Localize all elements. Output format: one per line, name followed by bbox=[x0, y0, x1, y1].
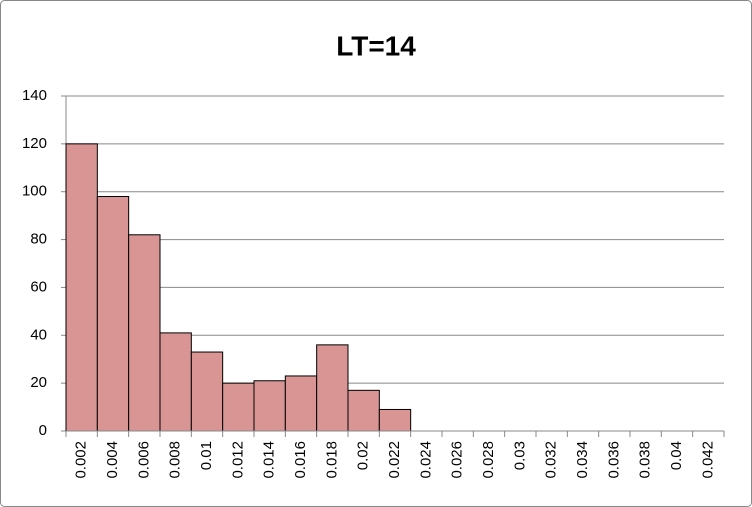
y-tick-label: 120 bbox=[22, 135, 47, 152]
x-tick-label: 0.018 bbox=[323, 441, 340, 479]
bar bbox=[159, 332, 192, 432]
x-tick-label: 0.004 bbox=[104, 441, 121, 479]
x-tick-label: 0.026 bbox=[449, 441, 466, 479]
y-tick-label: 80 bbox=[30, 231, 47, 248]
y-tick-label: 100 bbox=[22, 183, 47, 200]
x-tick-label: 0.032 bbox=[543, 441, 560, 479]
x-tick-label: 0.006 bbox=[135, 441, 152, 479]
x-tick-label: 0.002 bbox=[73, 441, 90, 479]
y-tick-label: 0 bbox=[39, 422, 47, 439]
y-tick-label: 140 bbox=[22, 87, 47, 104]
x-tick-label: 0.02 bbox=[355, 441, 372, 470]
y-tick-label: 20 bbox=[30, 374, 47, 391]
x-tick-label: 0.036 bbox=[605, 441, 622, 479]
x-tick-label: 0.022 bbox=[386, 441, 403, 479]
x-tick-label: 0.012 bbox=[229, 441, 246, 479]
bar bbox=[378, 408, 412, 432]
x-tick-label: 0.01 bbox=[198, 441, 215, 470]
x-tick-label: 0.016 bbox=[292, 441, 309, 479]
x-tick-label: 0.008 bbox=[167, 441, 184, 479]
x-tick-label: 0.04 bbox=[668, 441, 685, 470]
bar bbox=[128, 234, 161, 432]
bar bbox=[65, 143, 98, 432]
x-tick-label: 0.014 bbox=[261, 441, 278, 479]
x-tick-label: 0.038 bbox=[637, 441, 654, 479]
y-tick-label: 60 bbox=[30, 278, 47, 295]
x-tick-label: 0.028 bbox=[480, 441, 497, 479]
x-tick-label: 0.034 bbox=[574, 441, 591, 479]
x-tick-label: 0.03 bbox=[511, 441, 528, 470]
bar bbox=[222, 382, 255, 432]
y-tick-label: 40 bbox=[30, 326, 47, 343]
bar bbox=[316, 344, 349, 432]
bar bbox=[190, 351, 224, 432]
chart-title: LT=14 bbox=[336, 30, 416, 61]
bar bbox=[96, 196, 130, 432]
x-tick-label: 0.042 bbox=[699, 441, 716, 479]
x-tick-label: 0.024 bbox=[417, 441, 434, 479]
bar bbox=[253, 380, 286, 432]
bar bbox=[284, 375, 318, 432]
bar bbox=[347, 389, 380, 432]
